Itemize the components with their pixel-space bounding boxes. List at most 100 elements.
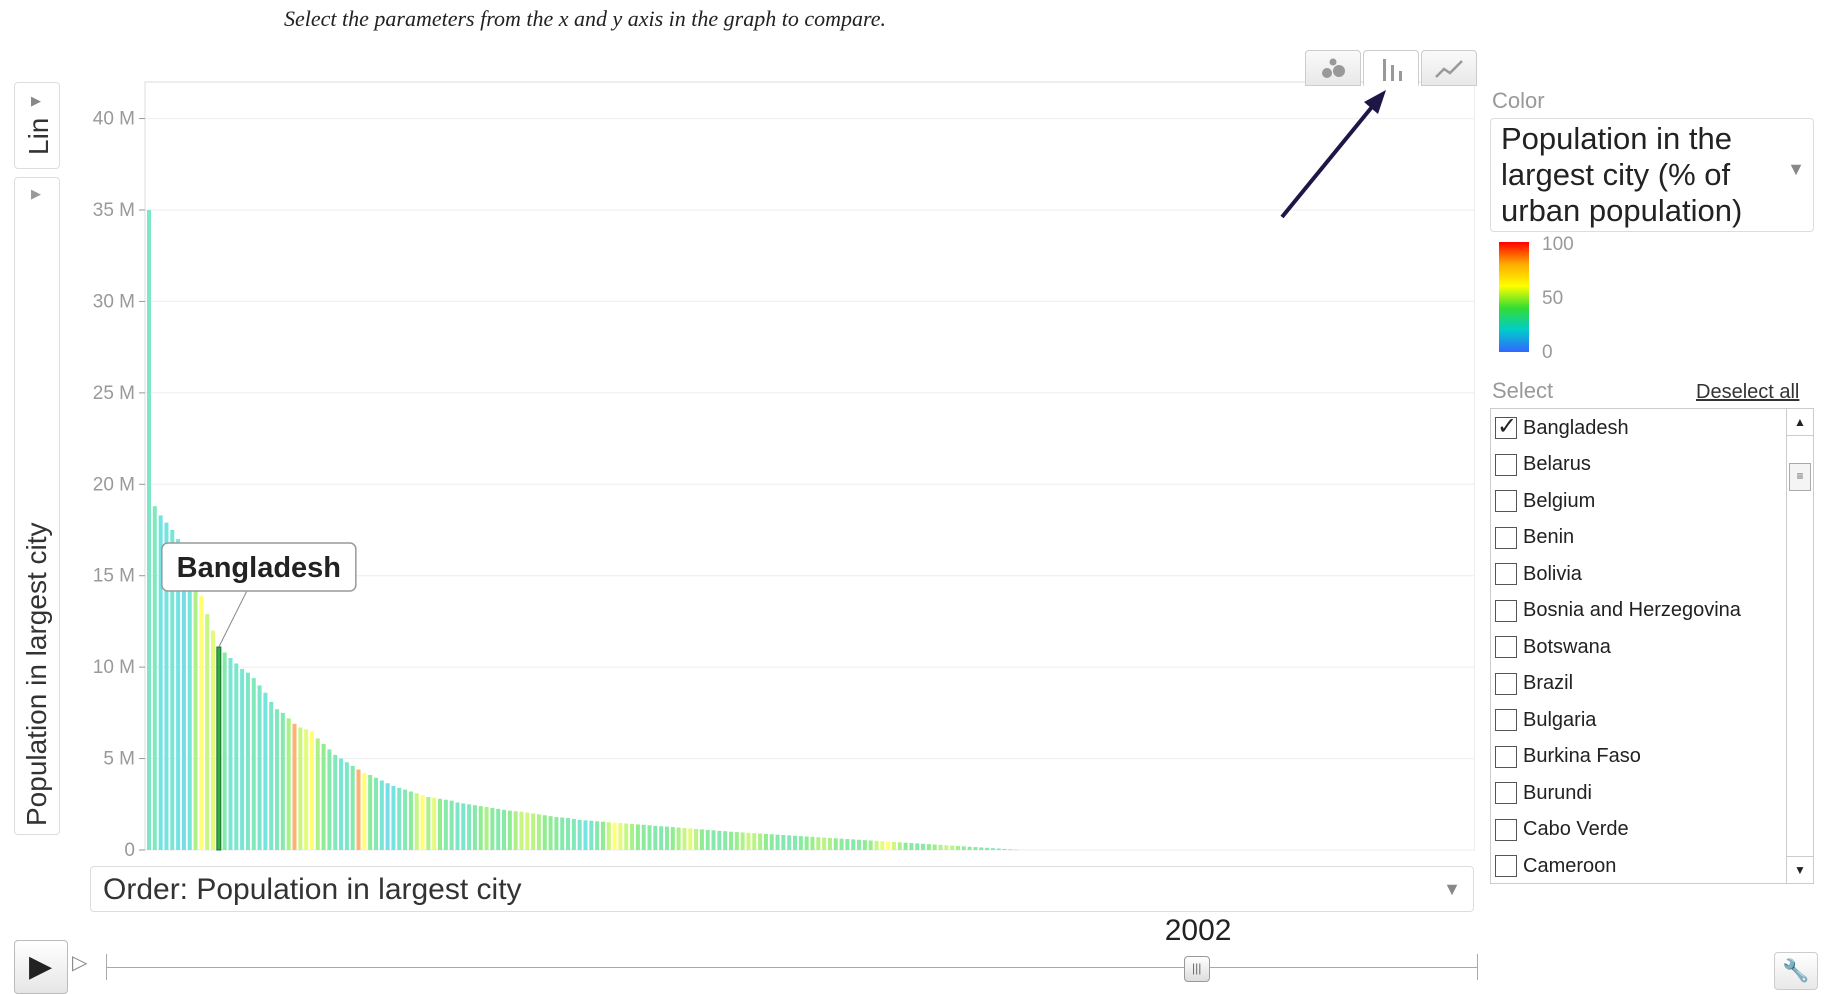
bar[interactable] — [862, 840, 867, 850]
bar[interactable] — [635, 824, 640, 850]
bar[interactable] — [496, 808, 501, 850]
bar[interactable] — [804, 836, 809, 850]
bar[interactable] — [845, 839, 850, 850]
bar[interactable] — [536, 814, 541, 850]
bar[interactable] — [461, 803, 466, 850]
bar[interactable] — [938, 844, 943, 850]
country-item[interactable]: Bolivia — [1495, 559, 1582, 589]
country-item[interactable]: Cameroon — [1495, 851, 1616, 881]
bar[interactable] — [455, 802, 460, 850]
bar[interactable] — [606, 822, 611, 850]
bar[interactable] — [403, 789, 408, 850]
bar[interactable] — [897, 842, 902, 850]
bar[interactable] — [595, 821, 600, 850]
bar[interactable] — [216, 646, 222, 851]
bar[interactable] — [600, 821, 605, 850]
country-item[interactable]: Burkina Faso — [1495, 742, 1641, 772]
country-checkbox[interactable] — [1495, 745, 1517, 768]
bar[interactable] — [822, 837, 827, 850]
bar[interactable] — [647, 825, 652, 850]
bar[interactable] — [717, 830, 722, 850]
bar[interactable] — [443, 799, 448, 850]
bar[interactable] — [758, 833, 763, 850]
bar[interactable] — [176, 539, 181, 850]
bar[interactable] — [1014, 849, 1019, 851]
bar[interactable] — [886, 841, 891, 850]
country-item[interactable]: Burundi — [1495, 778, 1592, 808]
bar[interactable] — [542, 815, 547, 850]
scroll-thumb[interactable]: ≡ — [1789, 463, 1811, 491]
country-item[interactable]: Bulgaria — [1495, 705, 1596, 735]
bar[interactable] — [309, 731, 314, 850]
bar[interactable] — [909, 843, 914, 850]
bar[interactable] — [350, 765, 355, 850]
bar[interactable] — [612, 822, 617, 850]
bar[interactable] — [624, 823, 629, 850]
bar[interactable] — [961, 846, 966, 850]
country-item[interactable]: Cabo Verde — [1495, 815, 1629, 845]
bar[interactable] — [257, 685, 262, 850]
bar[interactable] — [571, 818, 576, 850]
bar[interactable] — [245, 672, 250, 850]
bar[interactable] — [880, 841, 885, 850]
play-button[interactable]: ▶ — [14, 940, 68, 994]
bar[interactable] — [641, 824, 646, 850]
country-select-list[interactable]: Bangladesh Belarus Belgium Benin Bolivia Bosn… — [1490, 408, 1814, 884]
bar[interactable] — [950, 845, 955, 850]
bar[interactable] — [664, 826, 669, 850]
country-checkbox[interactable] — [1495, 855, 1517, 877]
bar[interactable] — [205, 614, 210, 850]
bar[interactable] — [903, 842, 908, 850]
country-checkbox[interactable] — [1495, 672, 1517, 695]
country-checkbox[interactable] — [1495, 782, 1517, 804]
bar[interactable] — [472, 805, 477, 850]
bar[interactable] — [711, 830, 716, 850]
bar[interactable] — [699, 829, 704, 850]
speed-control-icon[interactable]: ▷ — [72, 952, 88, 974]
country-checkbox[interactable] — [1495, 453, 1517, 476]
bar[interactable] — [926, 844, 931, 850]
bar[interactable] — [874, 840, 879, 850]
bar[interactable] — [973, 847, 978, 850]
line-chart-button[interactable] — [1421, 50, 1477, 86]
bar[interactable] — [211, 630, 216, 850]
bar[interactable] — [199, 595, 204, 850]
bar[interactable] — [1002, 848, 1007, 850]
bar-chart-button[interactable] — [1363, 50, 1419, 86]
bar[interactable] — [915, 843, 920, 850]
y-scale-selector[interactable]: ▶ Lin — [14, 82, 60, 169]
scroll-up-icon[interactable]: ▲ — [1787, 409, 1813, 436]
bar[interactable] — [228, 658, 233, 850]
bar[interactable] — [781, 835, 786, 850]
bar[interactable] — [769, 834, 774, 850]
country-checkbox[interactable] — [1495, 412, 1517, 441]
bar[interactable] — [519, 811, 524, 850]
bar[interactable] — [356, 769, 361, 850]
list-scrollbar[interactable]: ▲ ≡ ▼ — [1786, 409, 1813, 883]
bar[interactable] — [432, 797, 437, 850]
country-item[interactable]: Belgium — [1495, 486, 1595, 516]
bar[interactable] — [979, 847, 984, 850]
bar[interactable] — [408, 791, 413, 850]
bar[interactable] — [763, 833, 768, 850]
country-checkbox[interactable] — [1495, 709, 1517, 731]
bar[interactable] — [723, 831, 728, 850]
bar[interactable] — [333, 754, 338, 850]
bar[interactable] — [193, 579, 198, 850]
bar[interactable] — [583, 820, 588, 850]
bar[interactable] — [694, 828, 699, 850]
country-checkbox[interactable] — [1495, 526, 1517, 549]
bar[interactable] — [449, 800, 454, 850]
bar[interactable] — [158, 515, 163, 850]
bar[interactable] — [659, 826, 664, 850]
bar[interactable] — [833, 838, 838, 850]
bar[interactable] — [944, 845, 949, 850]
bar[interactable] — [251, 678, 256, 850]
country-item[interactable]: Belarus — [1495, 450, 1591, 480]
bar[interactable] — [240, 668, 245, 850]
bar[interactable] — [339, 758, 344, 850]
bar[interactable] — [170, 530, 175, 850]
bar[interactable] — [344, 762, 349, 850]
bar[interactable] — [379, 780, 384, 850]
bar[interactable] — [985, 847, 990, 850]
